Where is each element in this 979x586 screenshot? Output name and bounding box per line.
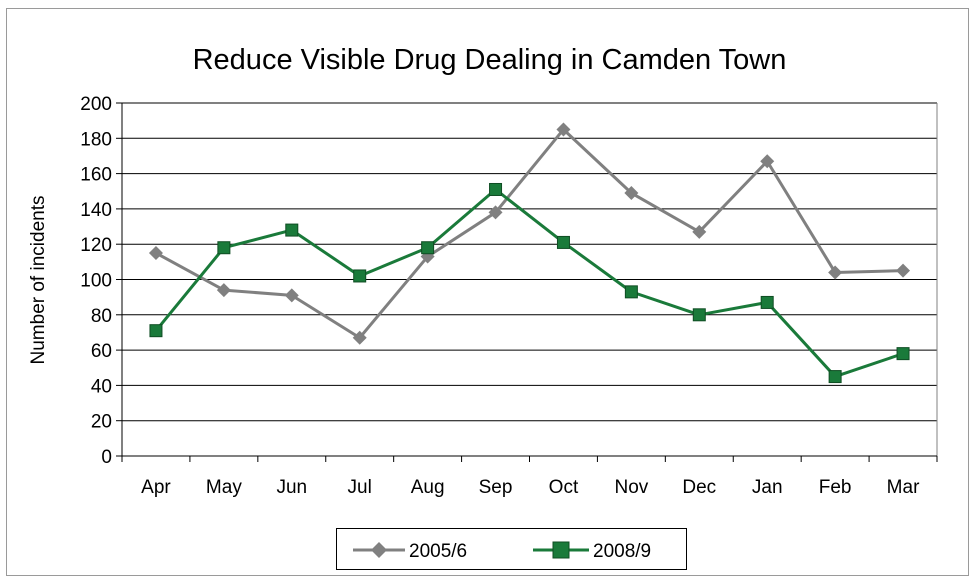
- x-tick-label: Nov: [614, 477, 648, 498]
- y-tick-label: 0: [101, 447, 112, 468]
- x-tick-label: Mar: [887, 477, 920, 498]
- data-point-square: [760, 295, 774, 309]
- data-point-diamond: [828, 265, 843, 280]
- data-point-square: [489, 182, 503, 196]
- data-point-diamond: [488, 205, 503, 220]
- x-tick-label: Oct: [549, 477, 579, 498]
- chart-title: Reduce Visible Drug Dealing in Camden To…: [192, 44, 787, 76]
- x-tick-label: Aug: [411, 477, 445, 498]
- data-point-square: [217, 241, 231, 255]
- data-point-diamond: [624, 186, 639, 201]
- legend-item-2005-6: 2005/6: [353, 541, 467, 562]
- data-point-square: [896, 347, 910, 361]
- x-tick-label: Feb: [819, 477, 852, 498]
- y-tick-label: 40: [91, 376, 112, 397]
- data-point-diamond: [148, 246, 163, 261]
- data-point-square: [353, 269, 367, 283]
- gridlines: [122, 102, 937, 422]
- y-tick-label: 120: [80, 235, 112, 256]
- y-tick-labels: 0 20 40 60 80 100 120 140 160 180 200: [80, 94, 112, 468]
- data-point-diamond: [760, 154, 775, 169]
- data-point-square: [692, 308, 706, 322]
- legend: 2005/6 2008/9: [336, 528, 687, 570]
- data-point-diamond: [352, 330, 367, 345]
- series-line: [154, 187, 904, 379]
- x-tick-label: Jan: [752, 477, 783, 498]
- data-point-square: [421, 241, 435, 255]
- y-tick-label: 100: [80, 271, 112, 292]
- axes: [116, 102, 938, 462]
- y-tick-label: 140: [80, 200, 112, 221]
- x-tick-label: Jul: [348, 477, 372, 498]
- x-tick-label: Apr: [141, 477, 171, 498]
- legend-item-2008-9: 2008/9: [533, 541, 651, 562]
- data-point-diamond: [896, 263, 911, 278]
- y-axis-title: Number of incidents: [28, 196, 49, 365]
- legend-label-2008-9: 2008/9: [593, 541, 651, 562]
- data-point-diamond: [216, 283, 231, 298]
- y-tick-label: 20: [91, 412, 112, 433]
- x-tick-label: Dec: [682, 477, 716, 498]
- data-point-diamond: [284, 288, 299, 303]
- x-tick-labels: Apr May Jun Jul Aug Sep Oct Nov Dec Jan Feb Mar: [141, 477, 920, 498]
- legend-diamond-marker: [371, 542, 387, 558]
- x-tick-label: Jun: [276, 477, 307, 498]
- legend-square-marker: [552, 541, 570, 559]
- series-2005-6: [148, 122, 911, 345]
- y-tick-label: 80: [91, 306, 112, 327]
- x-tick-label: May: [206, 477, 242, 498]
- series-lines: [148, 122, 911, 384]
- data-point-square: [828, 370, 842, 384]
- y-tick-label: 200: [80, 94, 112, 115]
- data-point-square: [285, 223, 299, 237]
- y-tick-label: 160: [80, 165, 112, 186]
- series-line: [155, 127, 904, 340]
- y-tick-label: 180: [80, 129, 112, 150]
- legend-svg: 2005/6 2008/9: [353, 541, 651, 562]
- data-point-diamond: [556, 122, 571, 137]
- data-point-square: [556, 235, 570, 249]
- data-point-diamond: [692, 224, 707, 239]
- y-tick-label: 60: [91, 341, 112, 362]
- data-point-square: [149, 324, 163, 338]
- x-tick-label: Sep: [479, 477, 513, 498]
- legend-label-2005-6: 2005/6: [409, 541, 467, 562]
- series-2008-9: [149, 182, 910, 384]
- data-point-square: [624, 285, 638, 299]
